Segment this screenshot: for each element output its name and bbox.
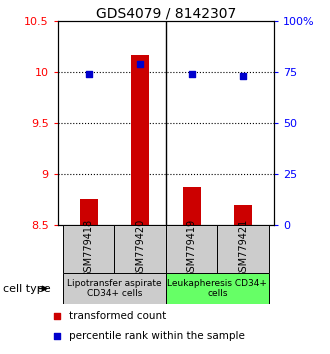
Text: percentile rank within the sample: percentile rank within the sample — [69, 331, 245, 341]
Text: GSM779419: GSM779419 — [186, 219, 197, 278]
Bar — [115, 225, 166, 273]
Text: Lipotransfer aspirate
CD34+ cells: Lipotransfer aspirate CD34+ cells — [67, 279, 162, 298]
Point — [189, 72, 194, 77]
Point — [54, 333, 59, 339]
Point — [86, 72, 91, 77]
Bar — [63, 273, 166, 304]
Bar — [217, 225, 269, 273]
Title: GDS4079 / 8142307: GDS4079 / 8142307 — [96, 6, 236, 20]
Text: GSM779420: GSM779420 — [135, 219, 145, 278]
Bar — [166, 273, 269, 304]
Text: GSM779421: GSM779421 — [238, 219, 248, 278]
Text: Leukapheresis CD34+
cells: Leukapheresis CD34+ cells — [167, 279, 267, 298]
Point — [240, 73, 246, 79]
Bar — [80, 199, 98, 225]
Point — [138, 61, 143, 67]
Bar — [131, 55, 149, 225]
Text: transformed count: transformed count — [69, 311, 167, 321]
Bar — [63, 225, 115, 273]
Text: GSM779418: GSM779418 — [83, 219, 94, 278]
Bar — [166, 225, 217, 273]
Bar — [234, 205, 252, 225]
Bar — [182, 187, 201, 225]
Point — [54, 313, 59, 319]
Text: cell type: cell type — [3, 284, 51, 293]
